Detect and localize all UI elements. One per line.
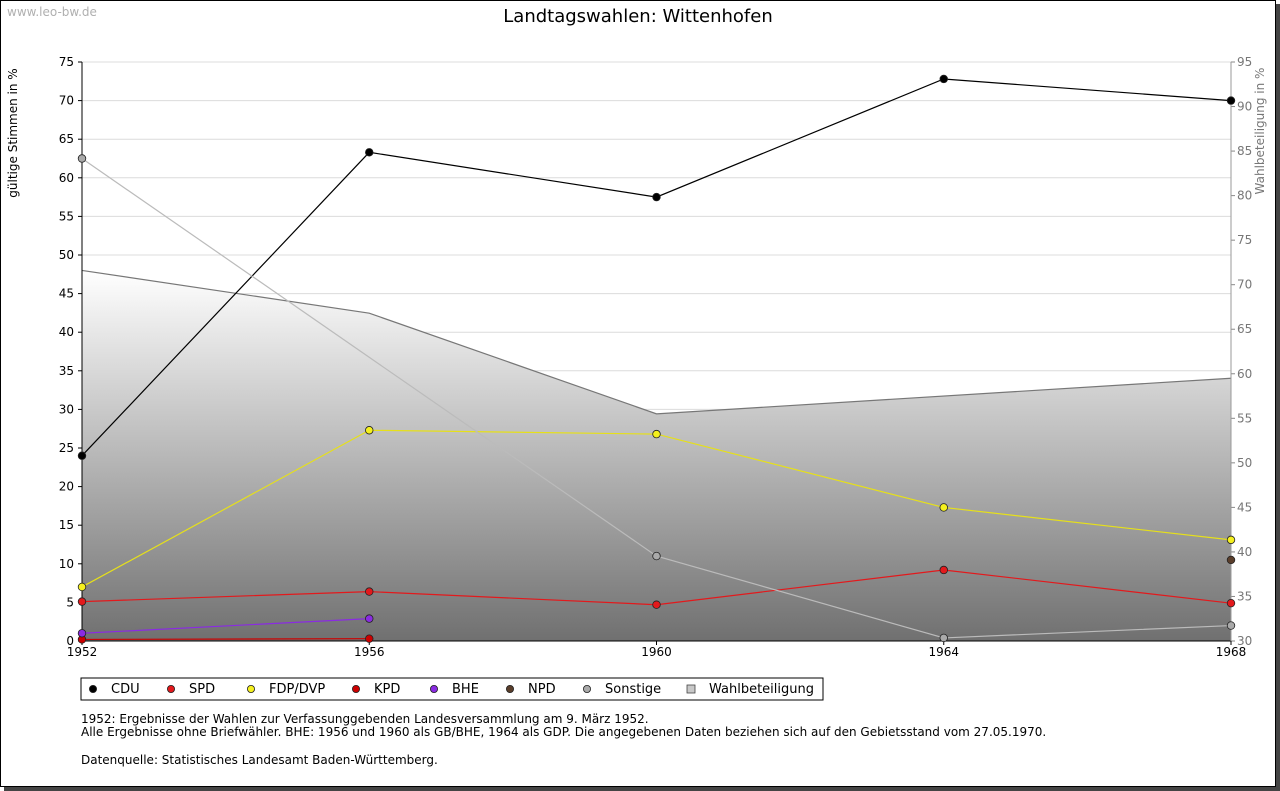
legend-marker <box>166 685 175 694</box>
x-tick-label: 1952 <box>67 645 98 659</box>
y2-tick-label: 75 <box>1237 233 1252 247</box>
y2-tick-label: 30 <box>1237 634 1252 648</box>
note-line-1: 1952: Ergebnisse der Wahlen zur Verfassu… <box>81 712 649 726</box>
y-tick-label: 10 <box>59 557 74 571</box>
data-point-cdu <box>939 74 948 84</box>
y-tick-label: 65 <box>59 132 74 146</box>
turnout-area <box>82 270 1231 641</box>
series-line-sonstige <box>81 158 1232 639</box>
watermark: www.leo-bw.de <box>7 5 97 19</box>
x-tick-label: 1964 <box>928 645 959 659</box>
y2-tick-label: 40 <box>1237 545 1252 559</box>
legend-label: Wahlbeteiligung <box>709 682 814 697</box>
data-source-note: Datenquelle: Statistisches Landesamt Bad… <box>81 753 438 767</box>
data-point-cdu <box>1226 96 1236 105</box>
data-point-cdu <box>365 148 374 157</box>
data-point-sonstige <box>652 551 661 561</box>
y-tick-label: 70 <box>59 94 74 108</box>
data-point-sonstige <box>77 154 87 163</box>
legend-label: NPD <box>528 682 556 697</box>
y-tick-label: 45 <box>59 287 74 301</box>
legend-marker <box>89 685 98 694</box>
legend-label: BHE <box>452 682 479 697</box>
y-tick-label: 35 <box>59 364 74 378</box>
data-point-spd <box>652 600 661 609</box>
data-point-fdpdvp <box>77 582 87 592</box>
y2-axis-label: Wahlbeteiligung in % <box>1253 68 1267 195</box>
legend-marker <box>429 685 438 694</box>
legend-marker <box>583 685 592 694</box>
y2-tick-label: 55 <box>1237 411 1252 425</box>
legend-label: FDP/DVP <box>269 682 325 697</box>
chart-notes: 1952: Ergebnisse der Wahlen zur Verfassu… <box>81 713 1046 739</box>
data-point-fdpdvp <box>652 429 661 439</box>
y-tick-label: 40 <box>59 325 74 339</box>
data-point-fdpdvp <box>365 426 374 435</box>
note-line-2: Alle Ergebnisse ohne Briefwähler. BHE: 1… <box>81 725 1047 739</box>
data-point-bhe <box>365 614 374 623</box>
y2-tick-label: 95 <box>1237 55 1252 69</box>
data-point-spd <box>1226 598 1236 608</box>
y2-tick-label: 35 <box>1237 589 1252 603</box>
y-axis-label: gültige Stimmen in % <box>6 68 20 197</box>
data-point-spd <box>77 597 87 606</box>
y-tick-label: 30 <box>59 402 74 416</box>
y2-tick-label: 45 <box>1237 500 1252 514</box>
y-tick-label: 0 <box>66 634 74 648</box>
series-line-kpd <box>81 638 370 641</box>
y2-tick-label: 70 <box>1237 278 1252 292</box>
legend-marker <box>505 685 514 694</box>
chart-title: Landtagswahlen: Wittenhofen <box>503 6 772 27</box>
data-point-sonstige <box>1226 621 1236 630</box>
x-tick-label: 1968 <box>1216 645 1247 659</box>
legend-marker <box>246 685 255 694</box>
data-point-bhe <box>77 629 87 638</box>
y-tick-label: 25 <box>59 441 74 455</box>
x-tick-label: 1956 <box>354 645 385 659</box>
y-tick-label: 75 <box>59 55 74 69</box>
data-point-kpd <box>365 634 374 643</box>
y2-tick-label: 65 <box>1237 322 1252 336</box>
y-tick-label: 50 <box>59 248 74 262</box>
series-line-bhe <box>81 618 370 634</box>
legend-label: SPD <box>189 682 215 697</box>
data-point-sonstige <box>939 633 948 643</box>
data-point-fdpdvp <box>1226 535 1236 545</box>
legend-marker <box>351 685 360 694</box>
y-tick-label: 5 <box>66 595 74 609</box>
legend-marker <box>686 684 696 694</box>
y2-tick-label: 60 <box>1237 367 1252 381</box>
legend-label: Sonstige <box>605 682 661 697</box>
y-tick-label: 60 <box>59 171 74 185</box>
data-point-spd <box>365 587 374 596</box>
y-tick-label: 20 <box>59 480 74 494</box>
y2-tick-label: 90 <box>1237 100 1252 114</box>
y-tick-label: 55 <box>59 209 74 223</box>
data-point-spd <box>939 565 948 575</box>
legend-label: CDU <box>111 682 140 697</box>
y2-tick-label: 85 <box>1237 144 1252 158</box>
data-point-npd <box>1226 555 1236 565</box>
data-point-cdu <box>652 192 661 202</box>
data-point-cdu <box>77 451 87 460</box>
y2-tick-label: 80 <box>1237 189 1252 203</box>
legend-box <box>80 677 824 701</box>
legend-label: KPD <box>374 682 400 697</box>
x-tick-label: 1960 <box>641 645 672 659</box>
turnout-line <box>81 269 1232 415</box>
y2-tick-label: 50 <box>1237 456 1252 470</box>
data-point-fdpdvp <box>939 503 948 512</box>
y-tick-label: 15 <box>59 518 74 532</box>
